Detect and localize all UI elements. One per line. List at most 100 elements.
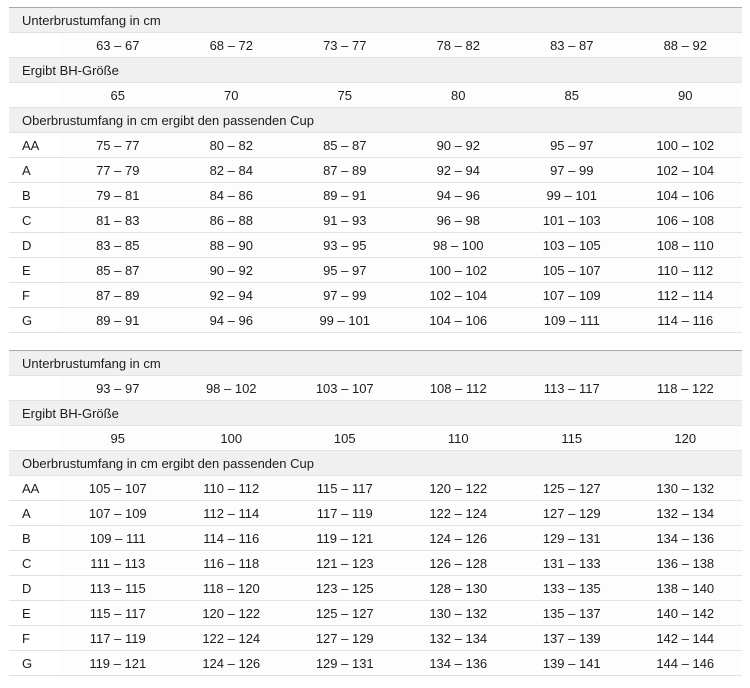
underbust-range-cell: 73 – 77 — [288, 32, 402, 58]
cup-letter-cell: F — [9, 282, 61, 308]
cup-letter-cell: G — [9, 650, 61, 676]
cup-letter-cell: D — [9, 575, 61, 601]
cup-row: C 111 – 113 116 – 118 121 – 123 126 – 128 131… — [9, 550, 742, 576]
cup-letter-cell: AA — [9, 132, 61, 158]
measurement-cell: 99 – 101 — [515, 182, 629, 208]
cup-row: AA 105 – 107 110 – 112 115 – 117 120 – 122 12… — [9, 475, 742, 501]
measurement-cell: 119 – 121 — [61, 650, 175, 676]
cup-header-row: Oberbrustumfang in cm ergibt den passend… — [9, 107, 742, 133]
underbust-range-cell: 103 – 107 — [288, 375, 402, 401]
measurement-cell: 77 – 79 — [61, 157, 175, 183]
bra-size-chart-page: Unterbrustumfang in cm 63 – 67 68 – 72 73 –… — [9, 7, 742, 676]
measurement-cell: 93 – 95 — [288, 232, 402, 258]
band-size-cell: 80 — [401, 82, 515, 108]
cup-row: D 83 – 85 88 – 90 93 – 95 98 – 100 103 – 105 1… — [9, 232, 742, 258]
measurement-cell: 130 – 132 — [401, 600, 515, 626]
cup-header-label: Oberbrustumfang in cm ergibt den passend… — [9, 450, 742, 476]
cup-header-row: Oberbrustumfang in cm ergibt den passend… — [9, 450, 742, 476]
underbust-range-row: 93 – 97 98 – 102 103 – 107 108 – 112 113 – 1… — [9, 375, 742, 401]
measurement-cell: 88 – 90 — [174, 232, 288, 258]
measurement-cell: 129 – 131 — [288, 650, 402, 676]
measurement-cell: 116 – 118 — [174, 550, 288, 576]
measurement-cell: 127 – 129 — [288, 625, 402, 651]
measurement-cell: 114 – 116 — [628, 307, 742, 333]
bra-size-table-1: Unterbrustumfang in cm 63 – 67 68 – 72 73 –… — [9, 7, 742, 333]
measurement-cell: 81 – 83 — [61, 207, 175, 233]
band-size-header-row: Ergibt BH-Größe — [9, 400, 742, 426]
cup-letter-cell: E — [9, 257, 61, 283]
underbust-range-row: 63 – 67 68 – 72 73 – 77 78 – 82 83 – 87 88 – … — [9, 32, 742, 58]
measurement-cell: 92 – 94 — [401, 157, 515, 183]
band-size-cell: 95 — [61, 425, 175, 451]
measurement-cell: 94 – 96 — [174, 307, 288, 333]
measurement-cell: 136 – 138 — [628, 550, 742, 576]
measurement-cell: 144 – 146 — [628, 650, 742, 676]
measurement-cell: 105 – 107 — [61, 475, 175, 501]
underbust-range-cell: 93 – 97 — [61, 375, 175, 401]
cup-letter-cell: B — [9, 182, 61, 208]
measurement-cell: 129 – 131 — [515, 525, 629, 551]
measurement-cell: 85 – 87 — [288, 132, 402, 158]
measurement-cell: 101 – 103 — [515, 207, 629, 233]
cup-row: A 77 – 79 82 – 84 87 – 89 92 – 94 97 – 99 102 … — [9, 157, 742, 183]
measurement-cell: 100 – 102 — [628, 132, 742, 158]
measurement-cell: 115 – 117 — [288, 475, 402, 501]
cup-row: E 115 – 117 120 – 122 125 – 127 130 – 132 135… — [9, 600, 742, 626]
measurement-cell: 112 – 114 — [628, 282, 742, 308]
measurement-cell: 92 – 94 — [174, 282, 288, 308]
measurement-cell: 137 – 139 — [515, 625, 629, 651]
measurement-cell: 96 – 98 — [401, 207, 515, 233]
measurement-cell: 126 – 128 — [401, 550, 515, 576]
bra-size-table-2: Unterbrustumfang in cm 93 – 97 98 – 102 103… — [9, 350, 742, 676]
measurement-cell: 109 – 111 — [61, 525, 175, 551]
cup-row: D 113 – 115 118 – 120 123 – 125 128 – 130 133… — [9, 575, 742, 601]
cup-letter-cell: C — [9, 207, 61, 233]
measurement-cell: 110 – 112 — [174, 475, 288, 501]
band-size-cell: 110 — [401, 425, 515, 451]
band-size-header-row: Ergibt BH-Größe — [9, 57, 742, 83]
underbust-range-cell: 118 – 122 — [628, 375, 742, 401]
band-size-cell: 90 — [628, 82, 742, 108]
measurement-cell: 127 – 129 — [515, 500, 629, 526]
cup-letter-cell: AA — [9, 475, 61, 501]
measurement-cell: 95 – 97 — [515, 132, 629, 158]
measurement-cell: 103 – 105 — [515, 232, 629, 258]
measurement-cell: 138 – 140 — [628, 575, 742, 601]
cup-letter-cell: D — [9, 232, 61, 258]
measurement-cell: 102 – 104 — [628, 157, 742, 183]
cup-letter-cell: G — [9, 307, 61, 333]
measurement-cell: 111 – 113 — [61, 550, 175, 576]
measurement-cell: 106 – 108 — [628, 207, 742, 233]
band-size-cell: 70 — [174, 82, 288, 108]
measurement-cell: 142 – 144 — [628, 625, 742, 651]
measurement-cell: 84 – 86 — [174, 182, 288, 208]
band-size-cell: 75 — [288, 82, 402, 108]
measurement-cell: 124 – 126 — [401, 525, 515, 551]
underbust-header-label: Unterbrustumfang in cm — [9, 7, 742, 33]
measurement-cell: 112 – 114 — [174, 500, 288, 526]
band-size-cell: 65 — [61, 82, 175, 108]
measurement-cell: 120 – 122 — [174, 600, 288, 626]
measurement-cell: 97 – 99 — [288, 282, 402, 308]
measurement-cell: 125 – 127 — [515, 475, 629, 501]
measurement-cell: 104 – 106 — [628, 182, 742, 208]
empty-cell — [9, 375, 61, 401]
underbust-range-cell: 63 – 67 — [61, 32, 175, 58]
measurement-cell: 122 – 124 — [174, 625, 288, 651]
measurement-cell: 132 – 134 — [628, 500, 742, 526]
band-size-cell: 120 — [628, 425, 742, 451]
measurement-cell: 134 – 136 — [401, 650, 515, 676]
underbust-range-cell: 98 – 102 — [174, 375, 288, 401]
cup-row: E 85 – 87 90 – 92 95 – 97 100 – 102 105 – 107… — [9, 257, 742, 283]
cup-letter-cell: B — [9, 525, 61, 551]
measurement-cell: 109 – 111 — [515, 307, 629, 333]
underbust-header-row: Unterbrustumfang in cm — [9, 7, 742, 33]
cup-row: G 89 – 91 94 – 96 99 – 101 104 – 106 109 – 11… — [9, 307, 742, 333]
empty-cell — [9, 425, 61, 451]
measurement-cell: 105 – 107 — [515, 257, 629, 283]
band-size-cell: 100 — [174, 425, 288, 451]
measurement-cell: 134 – 136 — [628, 525, 742, 551]
cup-row: F 117 – 119 122 – 124 127 – 129 132 – 134 137… — [9, 625, 742, 651]
cup-header-label: Oberbrustumfang in cm ergibt den passend… — [9, 107, 742, 133]
measurement-cell: 102 – 104 — [401, 282, 515, 308]
